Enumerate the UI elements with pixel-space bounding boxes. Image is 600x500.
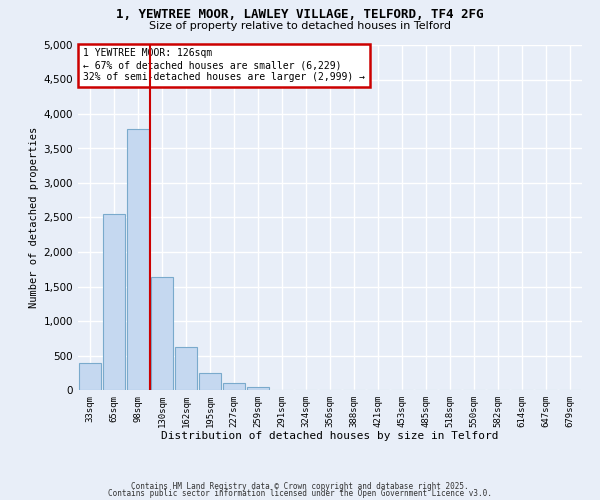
Bar [199,373,221,390]
Bar [79,363,101,390]
Bar [103,214,125,390]
Y-axis label: Number of detached properties: Number of detached properties [29,127,40,308]
Text: Size of property relative to detached houses in Telford: Size of property relative to detached ho… [149,21,451,31]
Text: Contains public sector information licensed under the Open Government Licence v3: Contains public sector information licen… [108,490,492,498]
Bar [175,347,197,390]
Bar [127,129,149,390]
Bar [247,386,269,390]
Bar [151,277,173,390]
Bar [223,383,245,390]
Text: 1, YEWTREE MOOR, LAWLEY VILLAGE, TELFORD, TF4 2FG: 1, YEWTREE MOOR, LAWLEY VILLAGE, TELFORD… [116,8,484,20]
Text: Contains HM Land Registry data © Crown copyright and database right 2025.: Contains HM Land Registry data © Crown c… [131,482,469,491]
X-axis label: Distribution of detached houses by size in Telford: Distribution of detached houses by size … [161,432,499,442]
Text: 1 YEWTREE MOOR: 126sqm
← 67% of detached houses are smaller (6,229)
32% of semi-: 1 YEWTREE MOOR: 126sqm ← 67% of detached… [83,48,365,82]
